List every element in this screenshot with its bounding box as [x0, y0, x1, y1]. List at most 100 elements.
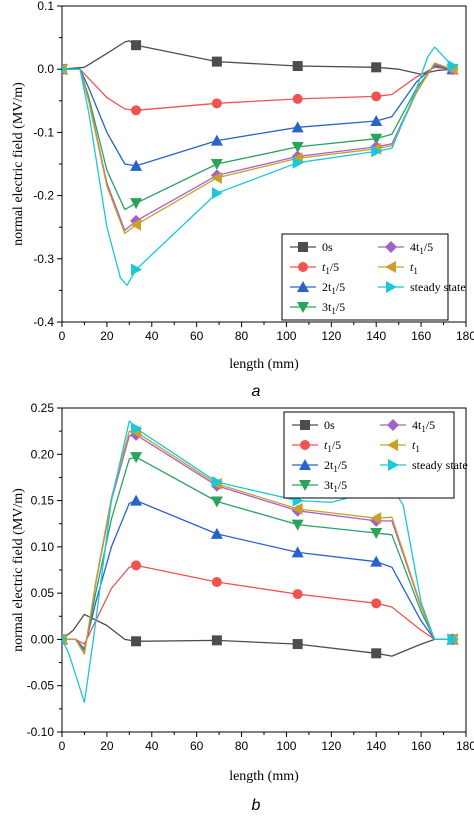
legend-label-sub: 1	[413, 266, 418, 276]
legend-label-main: 3t	[322, 300, 332, 314]
legend-entry: steady state	[378, 280, 466, 294]
legend-label-sub: 1	[333, 484, 338, 494]
legend-label-suffix: /5	[338, 458, 347, 472]
x-tick-label: 40	[145, 329, 159, 343]
legend-box	[283, 411, 455, 499]
legend-label-main: t	[324, 438, 328, 452]
data-point	[291, 141, 304, 153]
legend-swatch-marker	[388, 459, 399, 471]
legend-box	[281, 233, 449, 321]
legend-label-main: 4t	[412, 418, 422, 432]
legend-entry: steady state	[380, 458, 468, 472]
x-tick-label: 20	[100, 739, 114, 753]
legend-label: t1/5	[324, 438, 341, 454]
y-tick-label: -0.05	[27, 679, 55, 693]
data-point	[210, 171, 222, 184]
x-tick-label: 120	[321, 329, 341, 343]
series-line	[62, 65, 453, 167]
data-point	[370, 115, 383, 127]
legend-entry: 3t1/5	[290, 300, 345, 316]
legend-label-suffix: /5	[332, 438, 341, 452]
legend-entry: 4t1/5	[378, 240, 433, 256]
legend-label-main: t	[412, 438, 416, 452]
x-tick-label: 40	[145, 739, 159, 753]
legend-label-main: 2t	[324, 458, 334, 472]
legend-label-sub: 1	[331, 306, 336, 316]
data-point	[131, 422, 143, 435]
legend-label: 4t1/5	[412, 418, 435, 434]
y-tick-label: -0.4	[33, 315, 54, 329]
legend-swatch-marker	[387, 419, 399, 431]
legend-label-main: 0s	[324, 418, 335, 432]
legend-label-sub: 1	[419, 246, 424, 256]
legend-entry: t1/5	[292, 438, 341, 454]
data-point	[130, 159, 143, 171]
series-3	[62, 64, 459, 211]
x-tick-label: 140	[366, 739, 386, 753]
legend-entry: t1/5	[290, 260, 339, 276]
legend-label: 2t1/5	[322, 280, 345, 296]
series-0	[62, 40, 458, 75]
legend-swatch-marker	[298, 262, 308, 272]
y-tick-label: -0.2	[33, 189, 54, 203]
legend-label: 3t1/5	[322, 300, 345, 316]
y-tick-label: -0.10	[27, 725, 55, 739]
data-point	[130, 452, 143, 464]
data-point	[370, 133, 383, 145]
x-tick-label: 20	[100, 329, 114, 343]
legend-label: 4t1/5	[410, 240, 433, 256]
data-point	[371, 145, 383, 158]
legend-label: t1	[410, 260, 418, 276]
series-line	[62, 430, 453, 655]
x-tick-label: 0	[59, 739, 66, 753]
data-point	[291, 519, 304, 531]
legend-label-main: 3t	[324, 478, 334, 492]
data-point	[370, 512, 382, 525]
data-point	[210, 134, 223, 146]
y-axis-label: normal electric field (MV/m)	[11, 82, 26, 246]
panel-label: b	[252, 797, 261, 814]
legend-label-suffix: /5	[336, 280, 345, 294]
x-tick-label: 160	[411, 329, 431, 343]
data-point	[211, 577, 222, 588]
y-tick-label: 0.05	[31, 586, 55, 600]
legend-label-suffix: /5	[338, 478, 347, 492]
legend-label-sub: 1	[325, 266, 330, 276]
legend-swatch-marker	[297, 281, 309, 292]
series-line	[62, 613, 453, 657]
data-point	[210, 159, 223, 170]
legend-label-main: steady state	[410, 280, 466, 294]
data-point	[371, 62, 382, 73]
legend-swatch-marker	[387, 439, 398, 451]
legend-label-sub: 1	[421, 424, 426, 434]
y-tick-label: 0.1	[37, 0, 54, 13]
x-tick-label: 180	[456, 739, 474, 753]
series-line	[62, 40, 453, 75]
y-tick-label: -0.3	[33, 252, 54, 266]
legend-entry: 3t1/5	[292, 478, 347, 494]
legend-swatch-marker	[385, 261, 396, 273]
series-line	[62, 564, 453, 645]
legend-entry: 0s	[290, 240, 333, 254]
data-point	[292, 639, 303, 650]
x-tick-label: 180	[456, 329, 474, 343]
data-point	[291, 502, 303, 515]
data-point	[211, 476, 223, 489]
data-point	[131, 560, 142, 571]
series-line	[62, 46, 453, 286]
legend-swatch-marker	[299, 480, 311, 491]
data-point	[131, 636, 142, 647]
x-axis-label: length (mm)	[229, 769, 299, 784]
data-point	[130, 494, 143, 506]
legend-entry: 2t1/5	[292, 458, 347, 474]
x-tick-label: 0	[59, 329, 66, 343]
data-point	[292, 156, 304, 169]
legend-label-main: 0s	[322, 240, 333, 254]
legend-swatch-marker	[385, 241, 397, 253]
legend-swatch-marker	[299, 459, 311, 470]
series-line	[62, 64, 453, 211]
x-tick-label: 140	[366, 329, 386, 343]
series-6	[62, 46, 459, 286]
data-point	[211, 56, 222, 67]
